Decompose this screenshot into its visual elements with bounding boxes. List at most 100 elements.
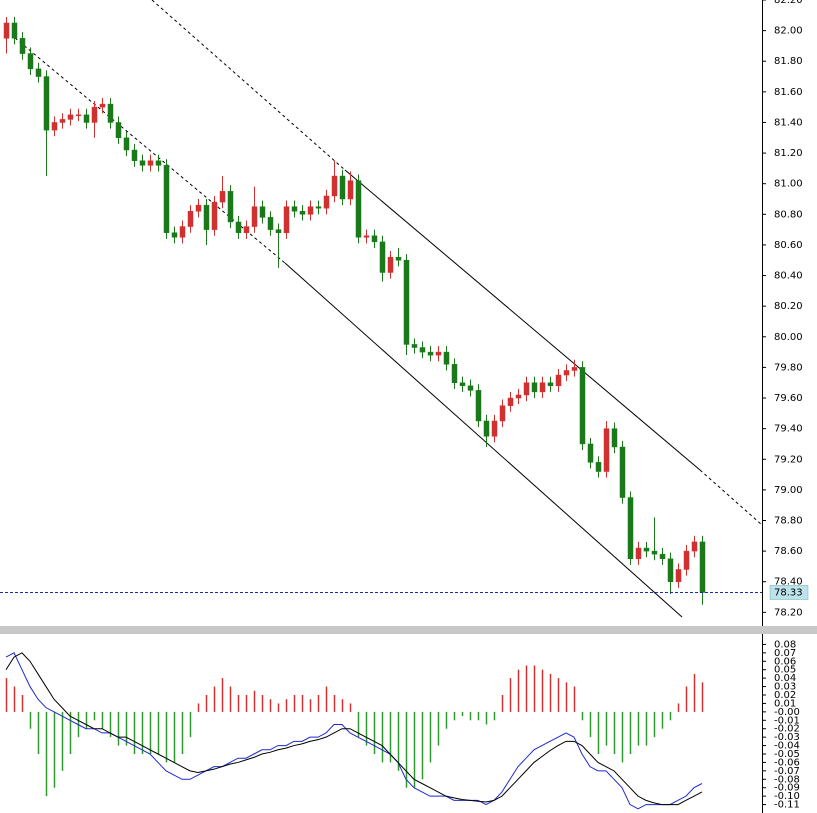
candle-body	[299, 211, 306, 215]
candle-body	[419, 347, 426, 353]
candle-body	[331, 175, 338, 197]
y-tick-label: 81.60	[774, 87, 803, 98]
candle-body	[123, 137, 130, 151]
candle-body	[523, 382, 530, 396]
candle-body	[667, 558, 674, 582]
candle-body	[291, 206, 298, 212]
candle-body	[235, 221, 242, 233]
candle-body	[43, 76, 50, 131]
candle-body	[459, 382, 466, 387]
y-tick-label: 0.04	[774, 673, 796, 684]
y-tick-label: -0.07	[774, 766, 800, 777]
y-tick-label: 80.80	[774, 209, 803, 220]
candle-body	[411, 344, 418, 348]
candle-body	[131, 149, 138, 161]
candle-body	[139, 160, 146, 166]
upper-channel	[344, 169, 701, 471]
last-price-box	[769, 585, 809, 600]
y-tick-label: 0.01	[774, 698, 796, 709]
candle-body	[163, 165, 170, 233]
y-tick-label: 82.00	[774, 26, 803, 37]
candle-body	[11, 22, 18, 39]
y-tick-label: 0.08	[774, 639, 796, 650]
candle-body	[35, 68, 42, 77]
y-tick-label: 79.60	[774, 393, 803, 404]
candle-body	[491, 420, 498, 437]
candle-body	[323, 195, 330, 209]
last-price-label: 78.33	[774, 587, 803, 598]
candle-body	[611, 428, 618, 448]
candle-body	[659, 553, 666, 560]
y-tick-label: 80.40	[774, 271, 803, 282]
y-tick-label: -0.06	[774, 757, 800, 768]
candle-body	[267, 217, 274, 230]
y-tick-label: 79.00	[774, 485, 803, 496]
y-tick-label: 81.00	[774, 179, 803, 190]
candle-body	[691, 541, 698, 552]
candle-body	[603, 428, 610, 472]
candle-body	[395, 256, 402, 261]
candle-body	[315, 206, 322, 209]
candle-body	[475, 390, 482, 422]
y-tick-label: 78.80	[774, 515, 803, 526]
candle-body	[51, 122, 58, 131]
candle-body	[443, 351, 450, 365]
y-tick-label: -0.03	[774, 732, 800, 743]
y-tick-label: 79.20	[774, 454, 803, 465]
y-tick-label: -0.11	[774, 800, 800, 811]
candle-body	[83, 114, 90, 123]
candle-body	[99, 103, 106, 108]
pane-separator	[0, 626, 817, 634]
channel-lines	[14, 0, 763, 618]
candle-body	[147, 160, 154, 166]
candle-body	[275, 229, 282, 233]
candle-body	[187, 211, 194, 227]
candle-body	[619, 446, 626, 498]
candle-body	[427, 351, 434, 356]
y-tick-label: -0.05	[774, 749, 800, 760]
candle-body	[219, 191, 226, 203]
candle-body	[355, 180, 362, 238]
candle-body	[259, 206, 266, 218]
candle-body	[683, 550, 690, 570]
upper-channel-extension	[151, 0, 346, 171]
candle-body	[171, 232, 178, 238]
candle-body	[627, 497, 634, 560]
candle-body	[435, 351, 442, 356]
candle-body	[363, 235, 370, 238]
candle-body	[643, 547, 650, 552]
y-tick-label: 81.80	[774, 56, 803, 67]
candle-body	[251, 206, 258, 227]
candle-body	[539, 382, 546, 393]
y-tick-label: -0.08	[774, 774, 800, 785]
candle-body	[675, 569, 682, 582]
macd-line	[5, 652, 703, 810]
candle-body	[67, 114, 74, 120]
candle-body	[115, 122, 122, 139]
candle-body	[507, 397, 514, 406]
candle-body	[347, 180, 354, 200]
y-tick-label: 78.40	[774, 577, 803, 588]
candle-body	[579, 367, 586, 445]
candle-body	[547, 382, 554, 387]
y-tick-label: -0.09	[774, 783, 800, 794]
candle-body	[19, 38, 26, 54]
candle-body	[107, 103, 114, 123]
y-tick-label: 78.60	[774, 546, 803, 557]
candle-body	[531, 382, 538, 393]
candle-body	[283, 206, 290, 233]
candle-body	[203, 204, 210, 230]
y-tick-label: -0.00	[774, 707, 800, 718]
candle-body	[179, 226, 186, 238]
candle-body	[571, 367, 578, 371]
candle-body	[195, 204, 202, 212]
lower-channel	[284, 262, 683, 618]
candle-body	[75, 114, 82, 117]
candle-body	[155, 160, 162, 166]
candle-body	[27, 53, 34, 70]
candle-body	[635, 547, 642, 560]
candle-body	[651, 550, 658, 555]
candle-body	[483, 420, 490, 437]
y-tick-label: 0.02	[774, 690, 796, 701]
